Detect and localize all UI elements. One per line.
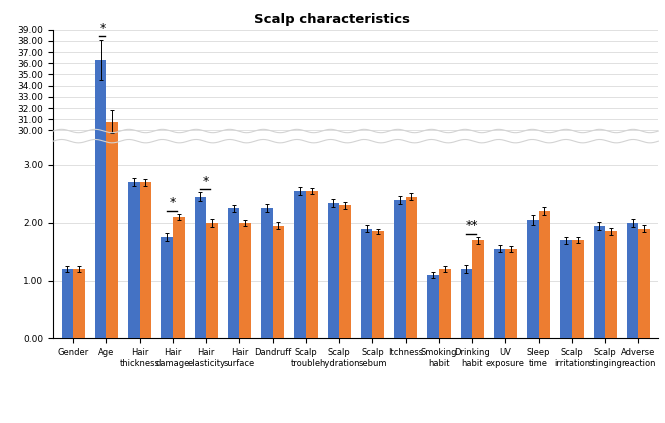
Bar (227, 209, 239, 338)
Bar (173, 217, 184, 338)
Bar (406, 197, 418, 338)
Bar (427, 275, 439, 338)
Bar (472, 240, 483, 338)
Bar (493, 249, 505, 338)
Bar (460, 269, 472, 338)
Bar (327, 203, 339, 338)
Text: *: * (170, 196, 176, 209)
Bar (306, 191, 318, 338)
Bar (194, 197, 206, 338)
Bar (73, 269, 85, 338)
Bar (626, 223, 638, 338)
Bar (206, 223, 217, 338)
Bar (261, 209, 273, 338)
Bar (572, 240, 583, 338)
Bar (394, 200, 406, 338)
Bar (339, 206, 351, 338)
Bar (62, 269, 73, 338)
Bar (560, 240, 572, 338)
Bar (294, 191, 306, 338)
Bar (95, 0, 106, 338)
Bar (372, 231, 384, 338)
Bar (527, 220, 539, 338)
Bar (638, 228, 650, 338)
Bar (539, 211, 550, 338)
Text: Scalp characteristics: Scalp characteristics (255, 13, 410, 26)
Bar (605, 231, 616, 338)
Bar (106, 0, 118, 338)
Bar (239, 223, 251, 338)
Text: *: * (100, 22, 106, 35)
Bar (593, 226, 605, 338)
Bar (439, 269, 451, 338)
Text: **: ** (466, 219, 478, 232)
Bar (360, 228, 372, 338)
Bar (106, 121, 118, 423)
Text: *: * (203, 175, 209, 187)
Bar (273, 226, 285, 338)
Bar (505, 249, 517, 338)
Bar (161, 237, 173, 338)
Bar (140, 182, 151, 338)
Bar (95, 60, 106, 423)
Bar (128, 182, 140, 338)
